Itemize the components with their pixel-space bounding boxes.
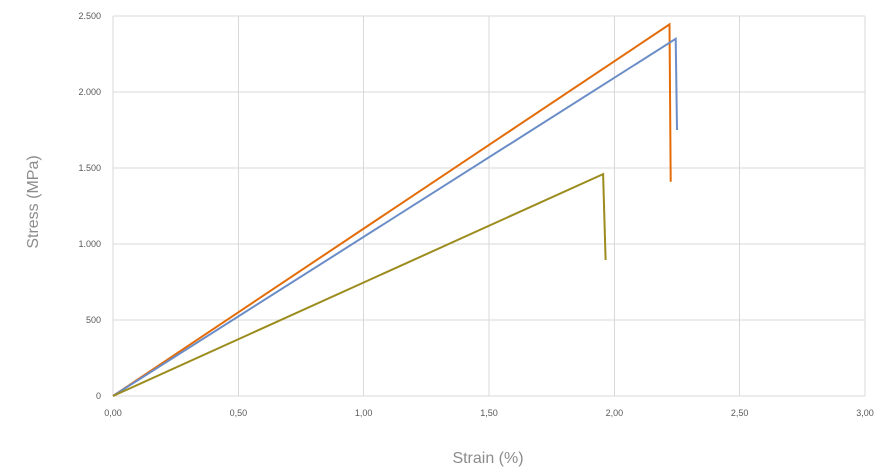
x-tick-label: 1,50: [480, 408, 498, 418]
y-tick-label: 2.500: [78, 11, 101, 21]
y-tick-label: 0: [96, 391, 101, 401]
vertical-gridlines: [112, 16, 866, 396]
series-line-3: [112, 172, 607, 397]
x-tick-label: 0,00: [104, 408, 122, 418]
series-line-1: [112, 22, 672, 397]
series-lines: [112, 22, 678, 397]
x-tick-label: 3,00: [856, 408, 874, 418]
series-line-2: [112, 36, 678, 397]
x-tick-labels: 0,00 0,50 1,00 1,50 2,00 2,50 3,00: [104, 408, 874, 418]
x-axis-title: Strain (%): [452, 450, 523, 467]
y-tick-label: 1.500: [78, 163, 101, 173]
x-tick-label: 2,00: [606, 408, 624, 418]
y-tick-label: 500: [86, 315, 101, 325]
y-tick-label: 1.000: [78, 239, 101, 249]
x-tick-label: 1,00: [355, 408, 373, 418]
x-tick-label: 0,50: [230, 408, 248, 418]
x-tick-label: 2,50: [731, 408, 749, 418]
y-tick-label: 2.000: [78, 87, 101, 97]
y-axis-title: Stress (MPa): [25, 155, 42, 248]
y-tick-labels: 0 500 1.000 1.500 2.000 2.500: [78, 11, 101, 401]
horizontal-gridlines: [113, 15, 865, 397]
